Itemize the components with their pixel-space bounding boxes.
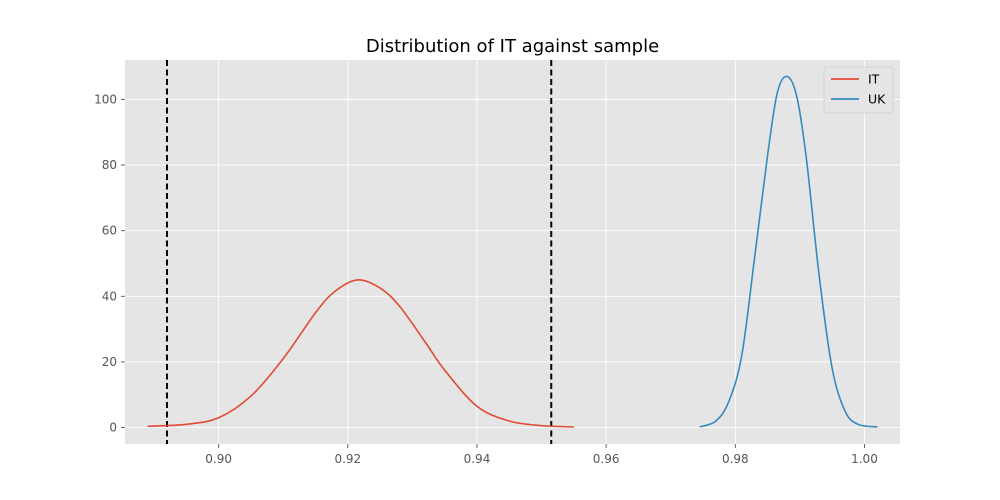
x-tick-label: 0.92 — [334, 452, 361, 466]
y-tick-label: 80 — [102, 158, 117, 172]
y-tick-label: 60 — [102, 224, 117, 238]
x-tick-label: 1.00 — [851, 452, 878, 466]
series-line-it — [147, 279, 574, 428]
legend: IT UK — [823, 66, 894, 114]
x-axis-ticks: 0.90 0.92 0.94 0.96 0.98 1.00 — [205, 444, 878, 466]
x-tick-label: 0.94 — [464, 452, 491, 466]
y-tick-label: 100 — [94, 92, 117, 106]
legend-label-it: IT — [868, 72, 880, 87]
x-tick-label: 0.96 — [593, 452, 620, 466]
legend-label-uk: UK — [868, 92, 886, 107]
series-line-uk — [699, 75, 878, 428]
plot-area — [125, 60, 900, 444]
x-tick-label: 0.98 — [722, 452, 749, 466]
x-tick-label: 0.90 — [205, 452, 232, 466]
grid — [125, 60, 900, 444]
series-layer — [147, 75, 878, 428]
y-tick-label: 40 — [102, 289, 117, 303]
y-axis-ticks: 0 20 40 60 80 100 — [94, 92, 125, 435]
y-tick-label: 20 — [102, 355, 117, 369]
chart-title: Distribution of IT against sample — [366, 36, 659, 57]
y-tick-label: 0 — [109, 421, 117, 435]
reference-lines — [165, 60, 553, 444]
